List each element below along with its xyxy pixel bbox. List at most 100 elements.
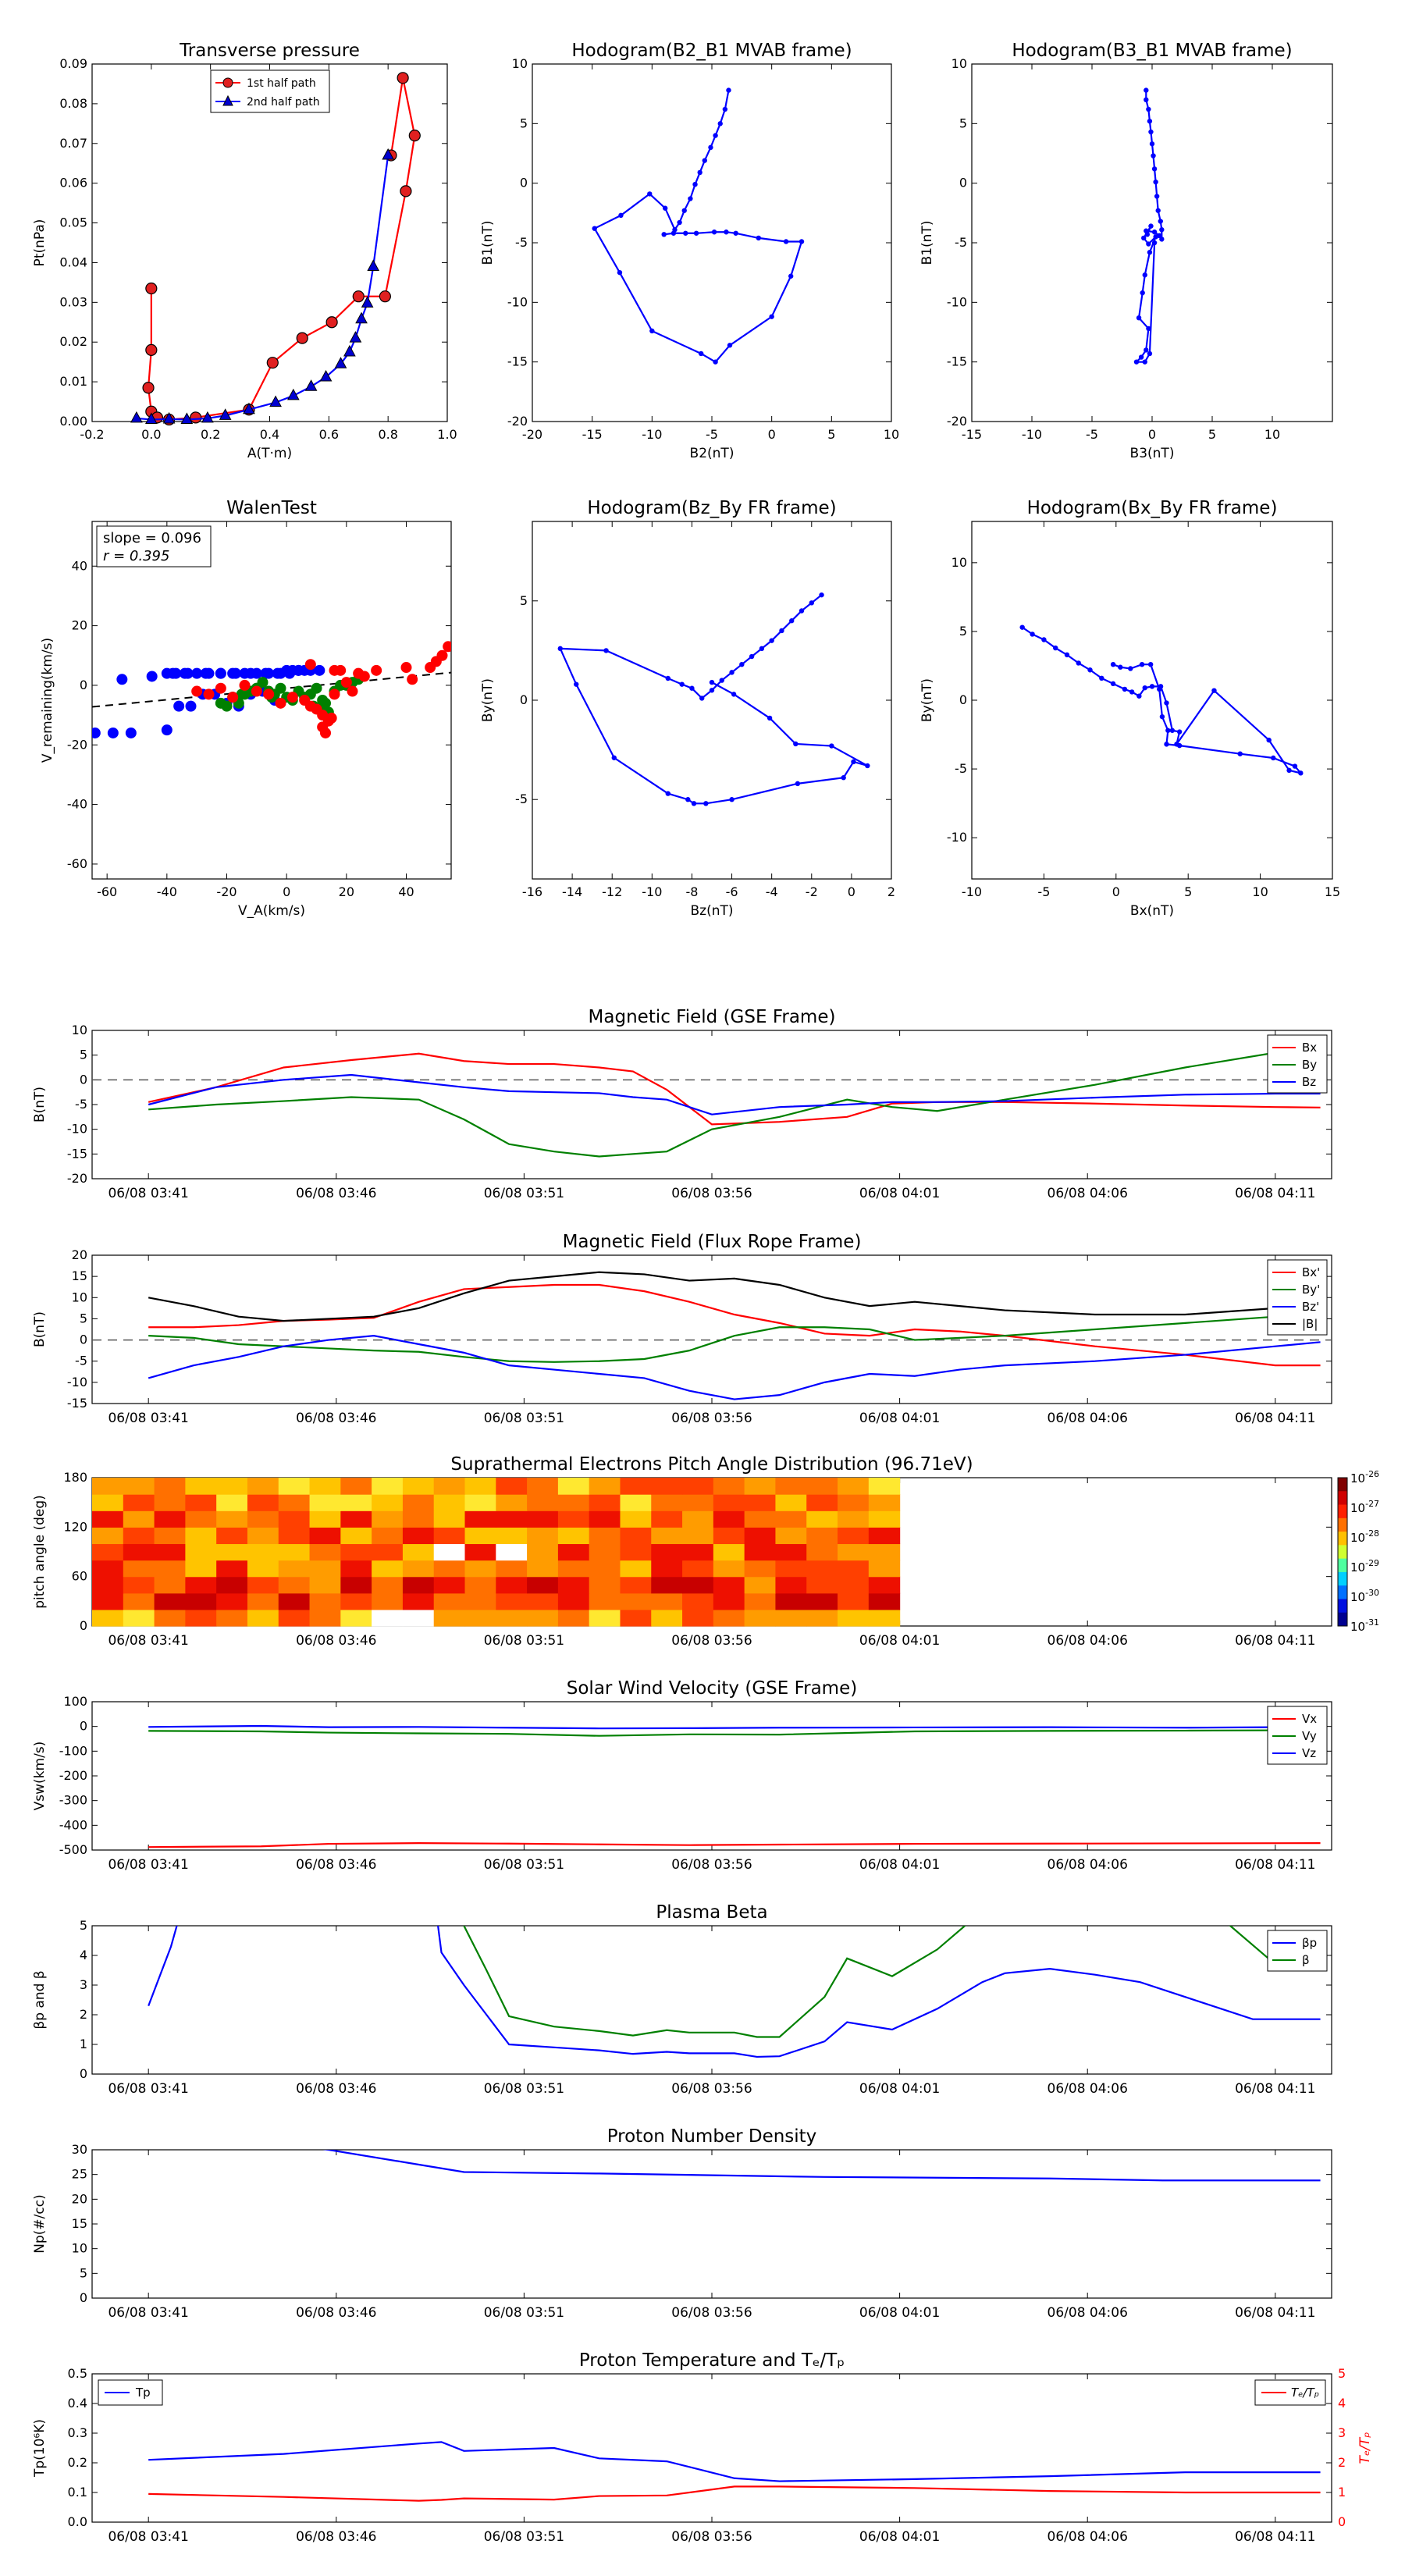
heatmap-cell [154,1527,186,1545]
data-point [142,382,155,394]
data-point [819,592,824,598]
heatmap-cell [620,1478,652,1495]
time-tick-label: 06/08 04:01 [859,1857,940,1873]
heatmap-cell [651,1494,683,1511]
chart-title: Magnetic Field (Flux Rope Frame) [563,1232,862,1252]
time-tick-label: 06/08 04:11 [1235,1186,1315,1201]
legend-label: Tp [135,2386,151,2400]
heatmap-cell [372,1543,404,1561]
data-point [713,133,718,138]
heatmap-cell [340,1527,372,1545]
heatmap-cell [402,1494,435,1511]
heatmap-cell [402,1543,435,1561]
legend-label: 2nd half path [247,96,320,109]
y-tick-label: 0.09 [59,56,87,71]
data-point [1286,767,1292,774]
data-point [841,775,846,781]
y-tick-label: -15 [947,354,967,369]
legend-marker [222,77,233,88]
data-point [699,696,705,701]
heatmap-cell [278,1543,311,1561]
data-point [663,205,668,211]
heatmap-cell [496,1478,528,1495]
data-point [269,395,282,407]
x-tick-label: -15 [582,427,603,442]
data-point [756,235,761,241]
data-point [783,239,789,244]
data-point [727,343,733,348]
data-point [702,158,707,163]
x-tick-label: 10 [1252,884,1268,899]
x-tick-label: -60 [97,884,117,899]
y-tick-label: 5 [80,1918,87,1933]
heatmap-cell [589,1510,621,1528]
heatmap-cell [713,1510,745,1528]
plot-frame [91,2149,1332,2299]
series-line [148,2485,1321,2502]
y-tick-label: -200 [59,1768,87,1783]
scatter-point [191,685,203,697]
y-tick-label-right: 2 [1338,2455,1346,2470]
heatmap-cell [651,1510,683,1528]
y-tick-label: -10 [507,294,528,309]
heatmap-cell [868,1560,901,1578]
scatter-point [215,682,226,694]
data-point [670,230,677,236]
data-point [145,282,158,295]
heatmap-cell [216,1510,248,1528]
heatmap-cell [247,1527,279,1545]
panel-vsw: Solar Wind Velocity (GSE Frame) 06/08 03:… [32,1678,1332,1873]
data-point [1151,229,1158,235]
y-tick-label: -15 [67,1396,87,1411]
data-point [677,219,682,226]
heatmap-cell [216,1494,248,1511]
heatmap-cell [123,1576,155,1594]
heatmap-cell [372,1478,404,1495]
panel-np: Proton Number Density 06/08 03:41 06/08 03… [32,2126,1332,2321]
heatmap-cell [527,1527,559,1545]
fit-line [92,671,451,708]
data-point [1154,194,1160,199]
y-tick-label: -10 [947,830,967,845]
scatter-point [107,727,119,738]
heatmap-cell [92,1543,124,1561]
heatmap-cell [527,1478,559,1495]
heatmap-cell [402,1592,435,1610]
y-tick-label: 5 [959,116,967,130]
x-tick-label: 15 [1325,884,1340,899]
y-tick-label: 2 [80,2007,87,2022]
heatmap-cell [92,1576,124,1594]
heatmap-cell [557,1527,590,1545]
heatmap-cell [682,1494,714,1511]
heatmap-cell [620,1527,652,1545]
y-tick-label: 10 [72,1023,87,1037]
time-tick-label: 06/08 03:41 [108,2529,188,2545]
data-point [1099,675,1104,681]
heatmap-cell [682,1592,714,1610]
scatter-point [275,697,286,709]
data-point [361,296,374,308]
data-point [1153,234,1158,240]
data-point [689,685,695,691]
time-tick-label: 06/08 03:46 [296,1857,376,1873]
time-tick-label: 06/08 03:56 [671,2529,752,2545]
scatter-point [304,659,316,671]
data-point [731,692,737,697]
x-tick-label: -15 [962,427,982,442]
heatmap-cell [247,1494,279,1511]
colorbar-tick-base: 10 [1350,1560,1365,1574]
heatmap-cell [589,1592,621,1610]
y-axis-label: B1(nT) [919,221,935,265]
y-axis-label: B1(nT) [480,221,496,265]
scatter-point [200,667,212,679]
heatmap-cell [589,1478,621,1495]
data-point [681,208,687,213]
time-tick-label: 06/08 04:11 [1235,2081,1315,2097]
data-point [144,412,158,424]
data-point [286,388,300,400]
time-tick-label: 06/08 03:56 [671,1411,752,1426]
heatmap-cell [527,1494,559,1511]
data-point [799,608,805,614]
data-point [334,357,347,368]
data-point [1298,770,1304,776]
